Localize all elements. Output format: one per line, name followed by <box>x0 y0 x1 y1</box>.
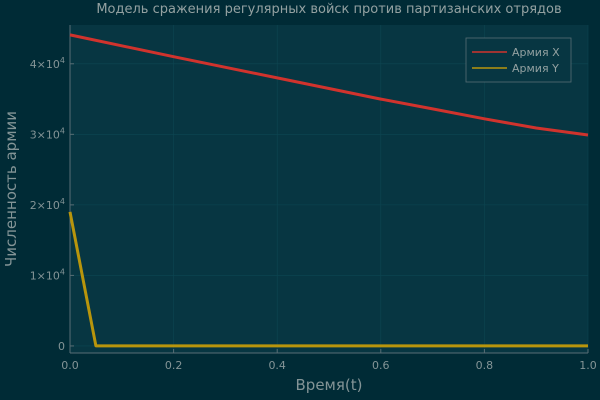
y-tick-label: 0 <box>58 340 65 353</box>
x-ticks: 0.0 0.2 0.4 0.6 0.8 1.0 <box>61 349 597 372</box>
y-tick-label: 3×104 <box>30 126 65 141</box>
y-axis-label: Численность армии <box>2 111 20 267</box>
series <box>68 33 589 348</box>
x-tick-label: 0.8 <box>476 359 494 372</box>
x-tick-label: 0.2 <box>165 359 183 372</box>
axes <box>69 25 588 354</box>
y-tick-label: 4×104 <box>30 56 65 71</box>
x-tick-label: 0.6 <box>372 359 390 372</box>
legend-label-army-x: Армия X <box>512 46 560 59</box>
legend-box <box>465 37 572 83</box>
series-line-army-y <box>68 211 588 348</box>
y-tick-label: 2×104 <box>30 197 65 212</box>
x-axis-label: Время(t) <box>296 376 363 394</box>
legend: Армия X Армия Y <box>465 37 572 83</box>
x-tick-label: 1.0 <box>579 359 597 372</box>
legend-label-army-y: Армия Y <box>512 62 559 75</box>
y-ticks: 0 1×104 2×104 3×104 4×104 <box>30 56 74 353</box>
chart-title: Модель сражения регулярных войск против … <box>96 2 561 17</box>
y-tick-label: 1×104 <box>30 267 65 282</box>
series-line-army-x <box>69 33 589 137</box>
x-tick-label: 0.4 <box>268 359 286 372</box>
x-tick-label: 0.0 <box>61 359 79 372</box>
